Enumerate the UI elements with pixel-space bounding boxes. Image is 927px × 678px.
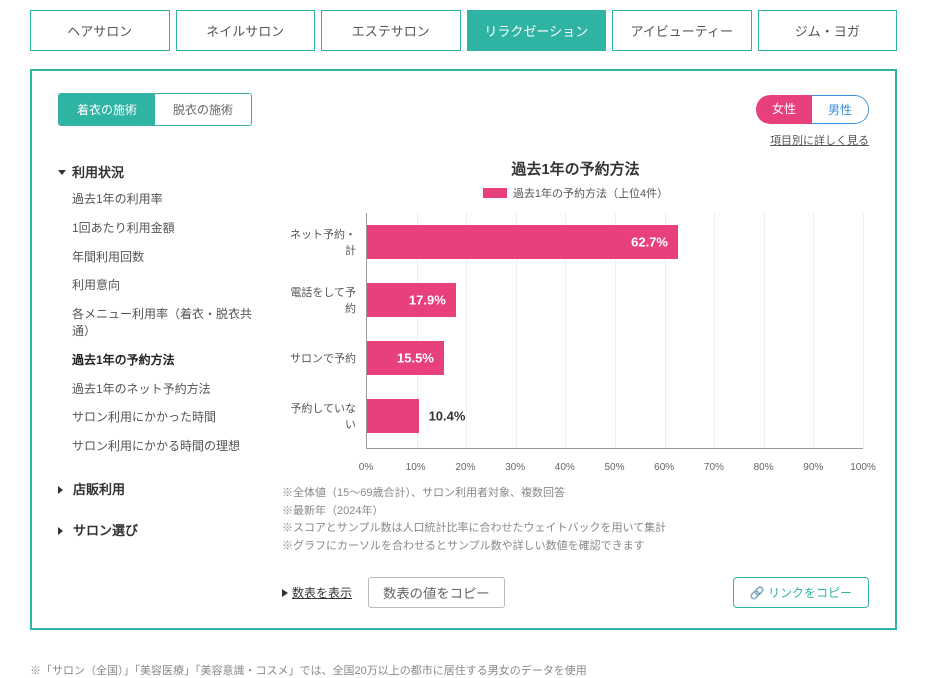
bar[interactable]: 17.9% <box>367 283 456 317</box>
chart-title: 過去1年の予約方法 <box>282 158 869 179</box>
top-tab[interactable]: リラクゼーション <box>467 10 607 51</box>
bar-row: 15.5% <box>367 341 863 375</box>
top-tab[interactable]: エステサロン <box>321 10 461 51</box>
sidebar-item[interactable]: サロン利用にかかる時間の理想 <box>58 432 258 461</box>
bar-value-label: 10.4% <box>429 409 466 424</box>
x-axis-label: 20% <box>455 462 475 473</box>
x-axis-label: 100% <box>850 462 876 473</box>
x-axis-label: 50% <box>604 462 624 473</box>
sidebar-item[interactable]: 年間利用回数 <box>58 243 258 272</box>
chart-area: 62.7% 17.9% 15.5% 10.4% 0% 10% 20% 30% 40% 50% 60… <box>282 213 869 473</box>
content-panel: 着衣の施術脱衣の施術 女性 男性 項目別に詳しく見る 利用状況過去1年の利用率1… <box>30 69 897 630</box>
y-axis-label: サロンで予約 <box>282 350 362 366</box>
bar-value-label: 62.7% <box>631 235 668 250</box>
bar[interactable]: 10.4% <box>367 399 419 433</box>
copy-values-button[interactable]: 数表の値をコピー <box>368 577 505 608</box>
x-axis-label: 80% <box>754 462 774 473</box>
y-axis-label: 予約していない <box>282 400 362 432</box>
bar-value-label: 17.9% <box>409 293 446 308</box>
gender-male[interactable]: 男性 <box>812 95 869 124</box>
x-axis-label: 90% <box>803 462 823 473</box>
x-axis-label: 70% <box>704 462 724 473</box>
bar-value-label: 15.5% <box>397 351 434 366</box>
top-tab[interactable]: ネイルサロン <box>176 10 316 51</box>
sub-tab[interactable]: 脱衣の施術 <box>155 94 251 125</box>
chart-legend: 過去1年の予約方法（上位4件） <box>282 185 869 201</box>
chart-notes: ※全体値（15～69歳合計）、サロン利用者対象、複数回答※最新年（2024年）※… <box>282 485 869 555</box>
top-tab[interactable]: ヘアサロン <box>30 10 170 51</box>
show-table-toggle[interactable]: 数表を表示 <box>282 584 352 601</box>
x-axis-label: 30% <box>505 462 525 473</box>
sub-tab[interactable]: 着衣の施術 <box>59 94 155 125</box>
x-axis-label: 10% <box>406 462 426 473</box>
x-axis-label: 40% <box>555 462 575 473</box>
sidebar-group-head[interactable]: 店販利用 <box>58 475 258 502</box>
x-axis-label: 0% <box>359 462 373 473</box>
y-axis-label: ネット予約・計 <box>282 226 362 258</box>
detail-link[interactable]: 項目別に詳しく見る <box>770 135 869 147</box>
footer-note: ※「サロン（全国）」「美容医療」「美容意識・コスメ」では、全国20万以上の都市に… <box>0 662 927 678</box>
sidebar-item[interactable]: 各メニュー利用率（着衣・脱衣共通） <box>58 300 258 346</box>
copy-link-button[interactable]: 🔗 リンクをコピー <box>733 577 869 608</box>
bar[interactable]: 15.5% <box>367 341 444 375</box>
x-axis-label: 60% <box>654 462 674 473</box>
gender-female[interactable]: 女性 <box>756 95 812 124</box>
bar-row: 62.7% <box>367 225 863 259</box>
sidebar-group-head[interactable]: 利用状況 <box>58 158 258 185</box>
link-icon: 🔗 <box>750 586 768 600</box>
sidebar-item[interactable]: 1回あたり利用金額 <box>58 214 258 243</box>
sidebar-item[interactable]: 過去1年の予約方法 <box>58 346 258 375</box>
sidebar-item[interactable]: 利用意向 <box>58 271 258 300</box>
sidebar-item[interactable]: 過去1年のネット予約方法 <box>58 375 258 404</box>
y-axis-label: 電話をして予約 <box>282 284 362 316</box>
main-content: 過去1年の予約方法 過去1年の予約方法（上位4件） 62.7% 17.9% 15.5… <box>282 158 869 608</box>
top-tab[interactable]: ジム・ヨガ <box>758 10 898 51</box>
bar-row: 10.4% <box>367 399 863 433</box>
sidebar-item[interactable]: サロン利用にかかった時間 <box>58 403 258 432</box>
sidebar-group-head[interactable]: サロン選び <box>58 516 258 543</box>
top-tab[interactable]: アイビューティー <box>612 10 752 51</box>
sidebar: 利用状況過去1年の利用率1回あたり利用金額年間利用回数利用意向各メニュー利用率（… <box>58 158 258 608</box>
legend-swatch <box>483 188 507 198</box>
sidebar-item[interactable]: 過去1年の利用率 <box>58 185 258 214</box>
bar[interactable]: 62.7% <box>367 225 678 259</box>
bar-row: 17.9% <box>367 283 863 317</box>
